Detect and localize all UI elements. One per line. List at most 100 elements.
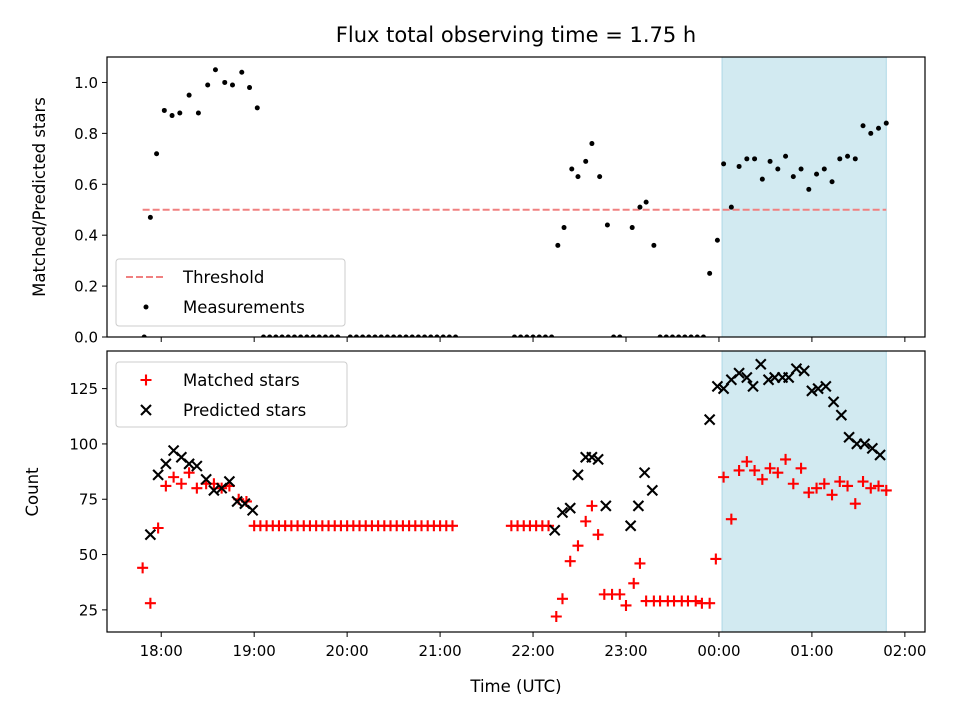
measurement-point — [434, 334, 440, 337]
measurement-point — [651, 242, 657, 248]
measurement-point — [876, 125, 882, 131]
measurement-point — [254, 105, 260, 111]
x-tick-label: 01:00 — [790, 642, 833, 660]
top-y-tick-label: 0.8 — [74, 125, 98, 143]
matched-star-point — [634, 557, 646, 569]
measurement-point — [335, 334, 341, 337]
measurement-point — [279, 334, 285, 337]
measurement-point — [561, 225, 567, 231]
predicted-star-point — [835, 409, 848, 421]
measurement-point — [415, 334, 421, 337]
measurement-point — [798, 166, 804, 172]
measurement-point — [440, 334, 446, 337]
measurement-point — [860, 123, 866, 129]
bottom-y-tick-label: 25 — [79, 601, 98, 619]
predicted-star-point — [592, 453, 604, 466]
matched-star-point — [741, 456, 753, 468]
x-tick-label: 21:00 — [418, 642, 461, 660]
matched-star-point — [704, 597, 716, 609]
top-legend-label: Threshold — [182, 268, 264, 287]
matched-star-point — [865, 482, 877, 494]
measurement-point — [360, 334, 366, 337]
matched-star-point — [725, 513, 737, 525]
measurement-point — [569, 166, 575, 172]
measurement-point — [589, 141, 595, 147]
bottom-y-tick-label: 50 — [79, 546, 98, 564]
predicted-star-point — [711, 380, 724, 393]
measurement-point — [530, 334, 536, 337]
measurement-point — [736, 163, 742, 169]
measurement-point — [676, 334, 682, 337]
measurement-point — [285, 334, 291, 337]
measurement-point — [868, 130, 874, 136]
measurement-point — [583, 158, 589, 164]
legend-predicted-swatch — [140, 404, 152, 416]
measurement-point — [759, 176, 765, 182]
predicted-star-point — [191, 460, 203, 472]
measurement-point — [604, 222, 610, 228]
matched-star-point — [880, 484, 892, 496]
predicted-star-point — [564, 502, 576, 514]
measurement-point — [663, 334, 669, 337]
bottom-legend: Matched stars Predicted stars — [115, 361, 348, 428]
measurement-point — [384, 334, 390, 337]
measurement-point — [767, 158, 773, 164]
x-tick-label: 19:00 — [233, 642, 276, 660]
top-axes-frame — [106, 56, 926, 338]
measurement-point — [617, 334, 623, 337]
measurement-point — [267, 334, 273, 337]
predicted-star-point — [223, 475, 236, 488]
measurement-point — [775, 166, 781, 172]
measurement-point — [453, 334, 459, 337]
bottom-y-axis-label: Count — [23, 467, 42, 517]
top-y-tick-label: 0.6 — [74, 176, 98, 194]
measurement-point — [806, 186, 812, 192]
matched-star-point — [580, 515, 592, 527]
matched-star-point — [803, 487, 815, 499]
measurement-point — [714, 237, 720, 243]
measurement-point — [229, 82, 235, 88]
predicted-star-point — [624, 520, 637, 532]
measurement-point — [790, 174, 796, 180]
matched-star-point — [556, 593, 568, 605]
bottom-y-tick-label: 100 — [69, 435, 98, 453]
top-y-tick-label: 1.0 — [74, 74, 98, 92]
chart-title: Flux total observing time = 1.75 h — [336, 23, 696, 47]
measurement-point — [688, 334, 694, 337]
measurement-point — [837, 156, 843, 162]
matched-star-point — [849, 498, 861, 510]
bottom-observing-span — [721, 350, 887, 633]
measurement-point — [694, 334, 700, 337]
predicted-star-point — [798, 365, 810, 377]
matched-star-point — [795, 462, 807, 474]
measurement-point — [298, 334, 304, 337]
measurement-point — [316, 334, 322, 337]
matched-star-point — [160, 480, 172, 492]
measurement-point — [728, 204, 734, 210]
measurement-point — [304, 334, 310, 337]
top-y-tick-label: 0.0 — [74, 329, 98, 347]
predicted-star-point — [548, 524, 561, 536]
matched-star-point — [756, 473, 768, 485]
measurement-point — [239, 69, 245, 75]
matched-star-point — [818, 478, 830, 490]
bottom-y-tick-label: 125 — [69, 380, 98, 398]
matched-star-point — [857, 476, 869, 488]
measurement-point — [555, 242, 561, 248]
measurement-point — [669, 334, 675, 337]
measurement-point — [169, 113, 175, 119]
matched-star-point — [772, 467, 784, 479]
matched-star-point — [168, 471, 180, 483]
predicted-star-point — [747, 380, 759, 393]
measurement-point — [707, 270, 713, 276]
matched-star-point — [572, 540, 584, 552]
measurement-point — [353, 334, 359, 337]
measurement-point — [597, 174, 603, 180]
legend-measurements-swatch — [143, 304, 149, 310]
predicted-star-point — [874, 449, 886, 461]
matched-star-point — [628, 577, 640, 589]
x-tick-label: 18:00 — [140, 642, 183, 660]
matched-star-point — [564, 555, 576, 567]
top-observing-span — [721, 56, 887, 338]
measurement-point — [744, 156, 750, 162]
